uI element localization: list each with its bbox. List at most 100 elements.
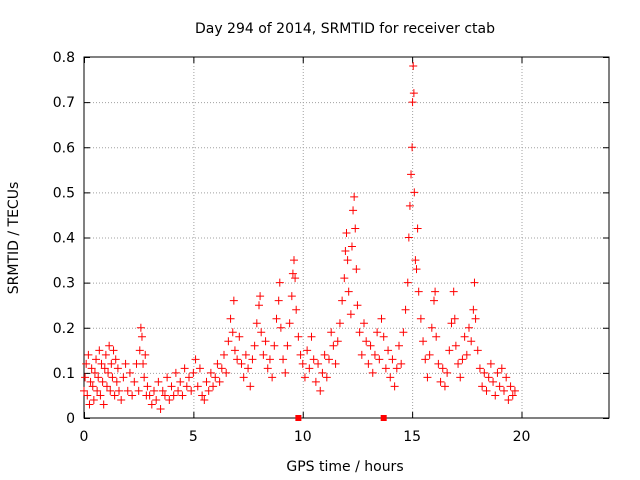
data-point	[239, 373, 248, 382]
data-point	[82, 359, 91, 368]
data-point	[292, 305, 301, 314]
data-point	[344, 287, 353, 296]
data-point	[94, 373, 103, 382]
data-point	[408, 143, 417, 152]
grid-lines	[84, 57, 609, 418]
data-point	[410, 188, 419, 197]
data-point	[296, 350, 305, 359]
data-point	[217, 364, 226, 373]
data-point	[409, 89, 418, 98]
data-point	[432, 332, 441, 341]
data-point	[495, 382, 504, 391]
data-point	[191, 355, 200, 364]
data-point	[489, 377, 498, 386]
data-point	[419, 337, 428, 346]
data-point	[322, 373, 331, 382]
data-point	[152, 395, 161, 404]
y-tick-label: 0.7	[53, 95, 75, 111]
data-point	[176, 377, 185, 386]
data-point	[257, 328, 266, 337]
data-point	[510, 386, 519, 395]
data-point	[377, 314, 386, 323]
y-tick-label: 0.2	[53, 321, 75, 337]
data-point	[294, 332, 303, 341]
data-point	[350, 192, 359, 201]
data-points	[80, 62, 519, 413]
data-point	[252, 319, 261, 328]
y-tick-label: 0.8	[53, 50, 75, 66]
data-point	[342, 228, 351, 237]
data-point	[298, 359, 307, 368]
data-point	[248, 355, 257, 364]
data-point	[449, 287, 458, 296]
data-point	[96, 391, 105, 400]
data-point	[314, 359, 323, 368]
data-point	[215, 377, 224, 386]
data-point	[423, 373, 432, 382]
data-point	[171, 368, 180, 377]
data-point	[265, 355, 274, 364]
data-point	[128, 391, 137, 400]
data-point	[141, 350, 150, 359]
data-point	[408, 98, 417, 107]
data-point	[407, 170, 416, 179]
data-point	[86, 377, 95, 386]
data-point	[97, 359, 106, 368]
data-point	[288, 269, 297, 278]
data-point	[167, 382, 176, 391]
data-point	[283, 341, 292, 350]
data-point	[478, 382, 487, 391]
data-point	[325, 355, 333, 364]
data-point	[111, 355, 120, 364]
data-point	[117, 395, 126, 404]
data-point	[425, 350, 434, 359]
data-point	[305, 364, 314, 373]
data-point	[397, 359, 406, 368]
data-point	[355, 328, 364, 337]
data-point	[209, 382, 218, 391]
data-point	[165, 395, 174, 404]
data-point	[366, 341, 375, 350]
data-point	[204, 386, 213, 395]
data-point	[263, 364, 272, 373]
data-point	[241, 350, 250, 359]
data-point	[352, 265, 361, 274]
data-point	[482, 386, 491, 395]
y-tick-label: 0	[66, 411, 75, 427]
data-point	[115, 386, 123, 395]
data-point	[360, 319, 368, 328]
data-point	[351, 224, 360, 233]
data-point	[438, 364, 447, 373]
data-point	[395, 341, 403, 350]
data-point	[450, 314, 459, 323]
data-point	[107, 359, 116, 368]
data-point	[226, 314, 235, 323]
data-point	[480, 368, 489, 377]
y-tick-label: 0.4	[53, 231, 75, 247]
y-tick-labels: 0 0.1 0.2 0.3 0.4 0.5 0.6 0.7 0.8	[53, 50, 75, 427]
data-point	[434, 359, 443, 368]
data-point	[233, 355, 242, 364]
data-point	[436, 377, 445, 386]
data-point	[261, 337, 270, 346]
data-point	[430, 296, 438, 305]
data-point	[318, 368, 327, 377]
data-point	[381, 364, 390, 373]
data-point	[469, 305, 478, 314]
data-point	[486, 359, 495, 368]
data-point	[182, 382, 191, 391]
data-point	[413, 224, 422, 233]
data-point	[403, 278, 412, 287]
data-point	[274, 296, 283, 305]
data-point	[347, 242, 356, 251]
data-point	[300, 373, 309, 382]
data-point	[93, 386, 102, 395]
data-point	[200, 395, 209, 404]
data-point	[109, 346, 118, 355]
data-point	[272, 314, 281, 323]
data-point	[189, 368, 198, 377]
data-point	[409, 62, 418, 71]
data-point	[465, 323, 473, 332]
data-point	[349, 206, 358, 215]
data-point	[458, 355, 467, 364]
